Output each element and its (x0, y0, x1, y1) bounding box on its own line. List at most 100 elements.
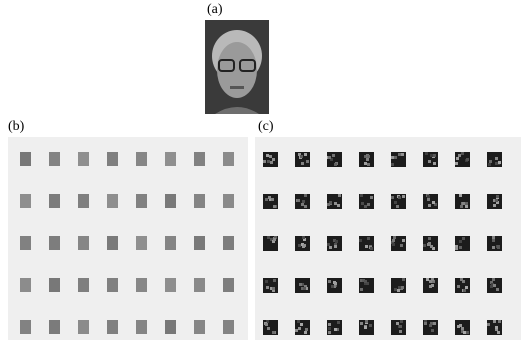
filter-patch (136, 278, 147, 292)
patch-texture (401, 153, 404, 156)
filter-patch (20, 320, 31, 334)
patch-texture (432, 201, 435, 204)
patch-texture (433, 162, 436, 165)
filter-patch (165, 152, 176, 166)
patch-texture (366, 158, 369, 161)
filter-patch (327, 236, 342, 251)
patch-texture (428, 204, 431, 207)
patch-texture (424, 322, 427, 325)
filter-patch (263, 236, 278, 251)
filter-patch (263, 152, 278, 167)
patch-texture (497, 331, 500, 334)
patch-texture (304, 205, 307, 208)
mouth (230, 86, 244, 89)
patch-texture (303, 244, 306, 247)
patch-texture (335, 240, 338, 243)
filter-patch (455, 194, 470, 209)
filter-patch (359, 152, 374, 167)
patch-texture (497, 246, 500, 249)
filter-patch (223, 320, 234, 334)
filter-patch (194, 152, 205, 166)
patch-texture (461, 327, 464, 330)
patch-texture (396, 322, 399, 325)
patch-texture (267, 236, 270, 239)
patch-texture (391, 156, 394, 159)
patch-texture (338, 194, 341, 197)
panel-label: (a) (207, 2, 223, 17)
patch-texture (496, 288, 499, 291)
patch-texture (402, 278, 405, 281)
filter-patch (295, 236, 310, 251)
filter-patch (78, 152, 89, 166)
patch-texture (428, 237, 431, 240)
patch-texture (272, 331, 275, 334)
filter-patch (359, 278, 374, 293)
filter-patch (136, 152, 147, 166)
patch-texture (461, 152, 464, 155)
patch-texture (462, 280, 465, 283)
patch-texture (425, 152, 428, 155)
patch-texture (431, 278, 434, 281)
patch-texture (430, 154, 433, 157)
filter-patch (20, 278, 31, 292)
patch-texture (400, 320, 403, 323)
patch-texture (266, 154, 269, 157)
filter-patch (194, 194, 205, 208)
patch-texture (334, 328, 337, 331)
filter-patch (49, 194, 60, 208)
patch-texture (492, 236, 495, 239)
patch-texture (370, 196, 373, 199)
filter-patch (78, 236, 89, 250)
patch-texture (304, 331, 307, 334)
filter-patch (78, 320, 89, 334)
patch-texture (496, 195, 499, 198)
filter-patch (263, 194, 278, 209)
filter-patch (359, 320, 374, 335)
filter-patch (327, 278, 342, 293)
patch-texture (367, 163, 370, 166)
patch-texture (302, 200, 305, 203)
patch-texture (492, 239, 495, 242)
patch-texture (498, 320, 501, 323)
patch-texture (295, 329, 298, 332)
filter-patch (223, 278, 234, 292)
filter-patch (455, 236, 470, 251)
filter-patch (455, 320, 470, 335)
filter-patch (165, 236, 176, 250)
patch-texture (302, 236, 305, 239)
filter-patch (49, 236, 60, 250)
filter-patch (263, 278, 278, 293)
filter-patch (391, 320, 406, 335)
filter-patch (20, 236, 31, 250)
filter-patch (107, 320, 118, 334)
patch-texture (370, 247, 373, 250)
patch-texture (429, 285, 432, 288)
patch-texture (463, 289, 466, 292)
patch-texture (367, 237, 370, 240)
patch-texture (460, 205, 463, 208)
patch-texture (428, 160, 431, 163)
patch-texture (459, 246, 462, 249)
filter-patch (487, 278, 502, 293)
patch-texture (337, 204, 340, 207)
patch-texture (462, 237, 465, 240)
patch-texture (433, 322, 436, 325)
patch-texture (398, 153, 401, 156)
patch-texture (498, 161, 501, 164)
patch-texture (273, 205, 276, 208)
patch-texture (398, 196, 401, 199)
patch-texture (269, 155, 272, 158)
patch-texture (402, 239, 405, 242)
filter-patch (136, 194, 147, 208)
patch-texture (301, 162, 304, 165)
patch-texture (462, 202, 465, 205)
page: {"panels": [{"label": "(a)"}, {"label": … (0, 0, 525, 345)
filter-patch (423, 236, 438, 251)
filter-patch (165, 278, 176, 292)
patch-texture (433, 154, 436, 157)
patch-texture (459, 240, 462, 243)
filter-patch (223, 236, 234, 250)
filter-patch (263, 320, 278, 335)
patch-texture (427, 198, 430, 201)
patch-texture (327, 243, 330, 246)
